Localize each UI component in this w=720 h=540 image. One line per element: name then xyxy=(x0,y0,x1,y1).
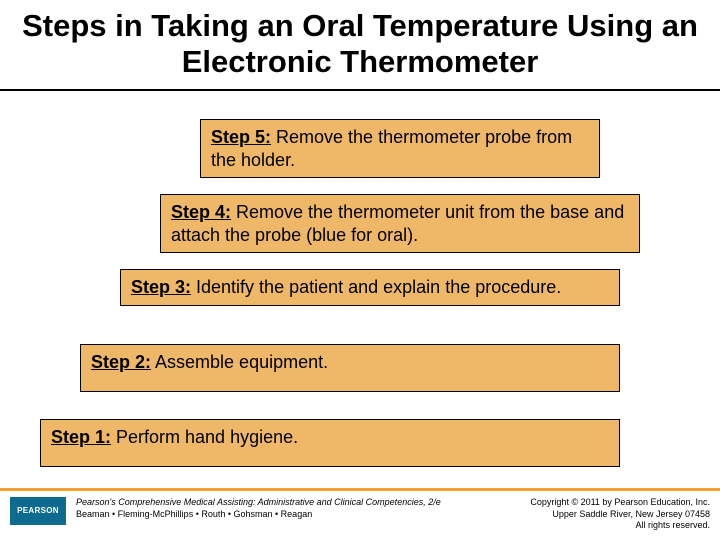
step-4-text: Remove the thermometer unit from the bas… xyxy=(171,202,624,245)
step-5-box: Step 5: Remove the thermometer probe fro… xyxy=(200,119,600,178)
step-4-box: Step 4: Remove the thermometer unit from… xyxy=(160,194,640,253)
footer-right: Copyright © 2011 by Pearson Education, I… xyxy=(530,497,710,532)
step-1-text: Perform hand hygiene. xyxy=(111,427,298,447)
step-2-box: Step 2: Assemble equipment. xyxy=(80,344,620,392)
slide-title: Steps in Taking an Oral Temperature Usin… xyxy=(0,0,720,91)
footer: PEARSON Pearson's Comprehensive Medical … xyxy=(0,488,720,540)
step-1-label: Step 1: xyxy=(51,427,111,447)
step-3-text: Identify the patient and explain the pro… xyxy=(191,277,561,297)
step-3-box: Step 3: Identify the patient and explain… xyxy=(120,269,620,306)
authors: Beaman • Fleming-McPhillips • Routh • Go… xyxy=(76,509,312,519)
step-2-label: Step 2: xyxy=(91,352,151,372)
step-4-label: Step 4: xyxy=(171,202,231,222)
step-5-label: Step 5: xyxy=(211,127,271,147)
pearson-logo: PEARSON xyxy=(10,497,66,525)
step-3-label: Step 3: xyxy=(131,277,191,297)
copyright-line-2: Upper Saddle River, New Jersey 07458 xyxy=(552,509,710,519)
step-2-text: Assemble equipment. xyxy=(151,352,328,372)
steps-container: Step 5: Remove the thermometer probe fro… xyxy=(0,91,720,471)
footer-left: Pearson's Comprehensive Medical Assistin… xyxy=(76,497,520,520)
book-title: Pearson's Comprehensive Medical Assistin… xyxy=(76,497,441,507)
step-1-box: Step 1: Perform hand hygiene. xyxy=(40,419,620,467)
copyright-line-1: Copyright © 2011 by Pearson Education, I… xyxy=(530,497,710,507)
copyright-line-3: All rights reserved. xyxy=(635,520,710,530)
